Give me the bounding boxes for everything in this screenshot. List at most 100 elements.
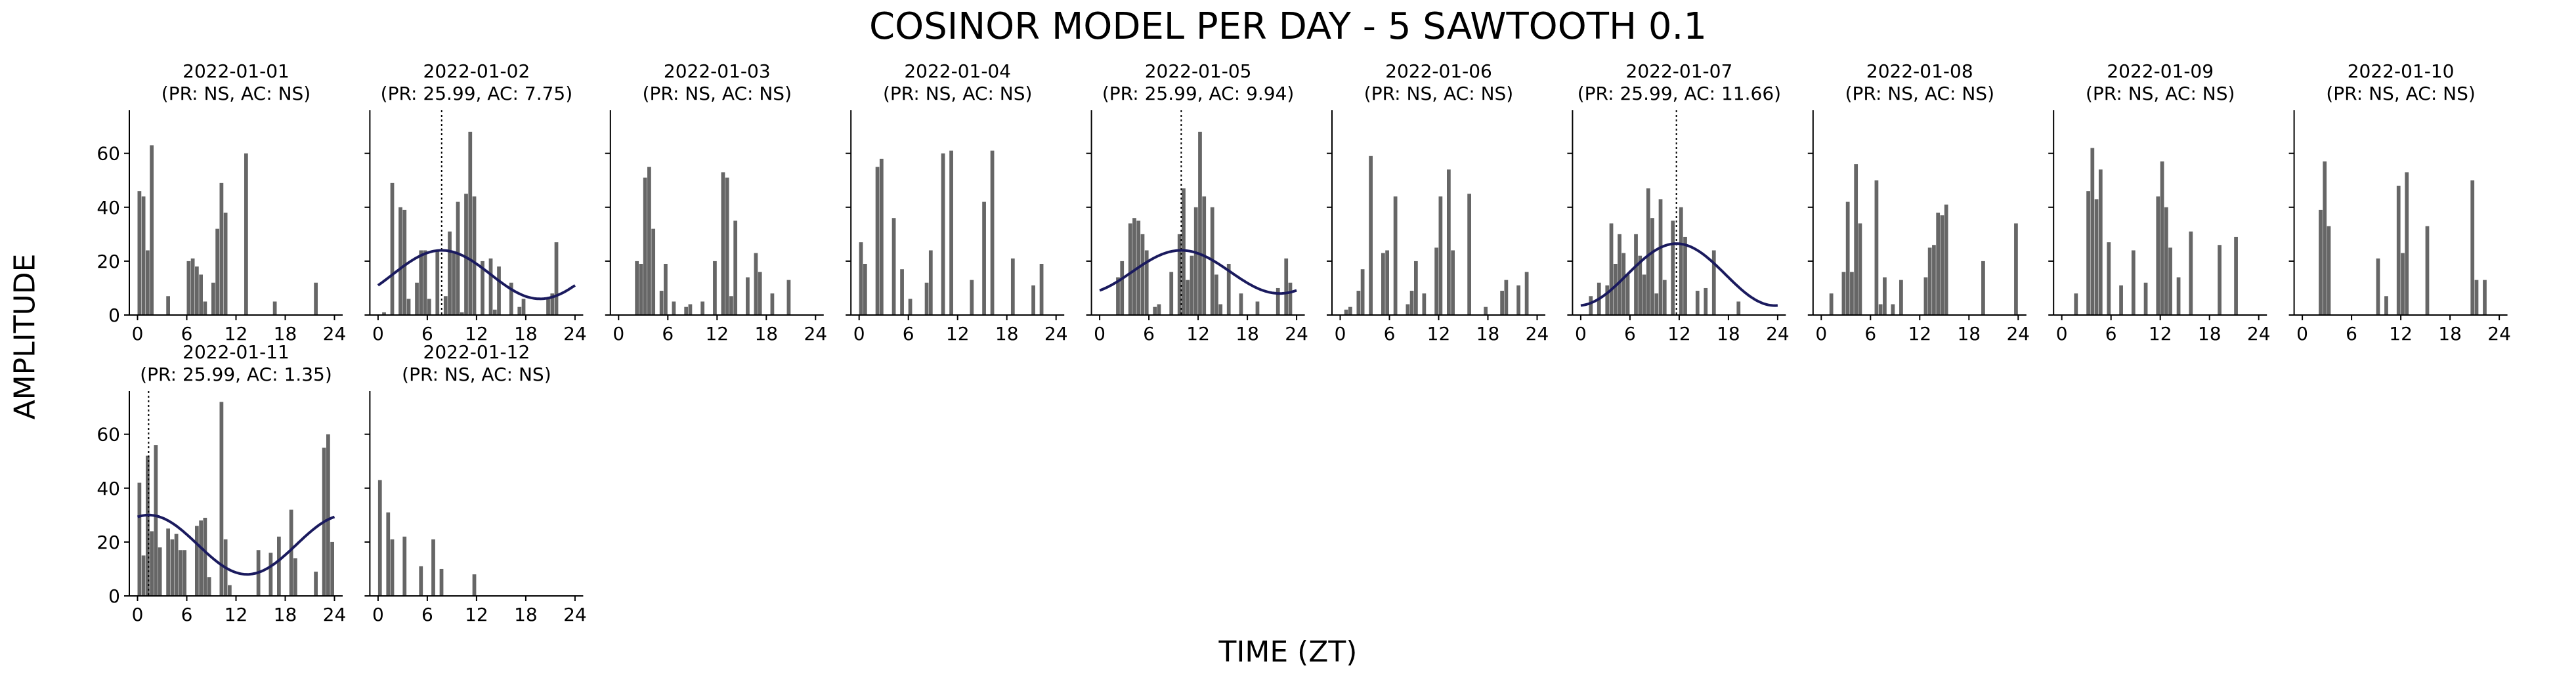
- subplot-2: 2022-01-02(PR: 25.99, AC: 7.75) 0 6 12 18 24: [364, 60, 587, 345]
- bar: [460, 312, 464, 315]
- bar: [672, 301, 676, 315]
- subplot-subtitle: (PR: NS, AC: NS): [1364, 83, 1513, 104]
- bar: [1891, 304, 1895, 315]
- subplot-title: 2022-01-10: [2348, 60, 2455, 82]
- bar: [1609, 223, 1614, 315]
- subplot-title: 2022-01-04: [904, 60, 1011, 82]
- bar: [1406, 304, 1410, 315]
- bar: [423, 250, 427, 315]
- bar: [390, 182, 395, 315]
- subplot-title: 2022-01-05: [1145, 60, 1252, 82]
- y-tick-label: 60: [97, 424, 120, 446]
- x-tick-label: 24: [1526, 323, 1549, 345]
- x-tick-label: 18: [1476, 323, 1500, 345]
- bar: [211, 282, 215, 315]
- bar: [456, 201, 460, 315]
- bar: [1434, 247, 1438, 315]
- subplot-8: 2022-01-08(PR: NS, AC: NS) 0 6 12 18 24: [1807, 60, 2030, 345]
- bar: [1858, 223, 1862, 315]
- bar: [1940, 215, 1944, 315]
- bar: [2376, 258, 2380, 315]
- bar: [1409, 291, 1414, 315]
- cosinor-fit-line: [137, 513, 335, 576]
- bar: [1140, 234, 1145, 315]
- bar: [137, 191, 142, 315]
- bar: [1153, 306, 1157, 315]
- bar: [1467, 194, 1471, 315]
- bar: [277, 536, 281, 596]
- bar: [2131, 250, 2136, 315]
- bar: [949, 150, 953, 315]
- y-tick-label: 20: [97, 532, 120, 553]
- bar: [1276, 287, 1280, 315]
- bar: [293, 558, 297, 596]
- bar: [1484, 306, 1488, 315]
- subplot-subtitle: (PR: 25.99, AC: 1.35): [140, 364, 332, 385]
- bar: [1878, 304, 1883, 315]
- bar: [721, 172, 725, 315]
- x-tick-label: 6: [421, 604, 433, 625]
- bar: [1650, 218, 1654, 315]
- bar: [1414, 261, 1418, 315]
- bar: [770, 293, 775, 315]
- bar: [1899, 280, 1903, 315]
- bar: [150, 531, 154, 596]
- subplot-3: 2022-01-03(PR: NS, AC: NS) 0 6 12 18 24: [605, 60, 827, 345]
- bar: [137, 482, 142, 596]
- x-tick-label: 24: [804, 323, 827, 345]
- bar: [431, 539, 435, 596]
- subplot-subtitle: (PR: NS, AC: NS): [2086, 83, 2235, 104]
- x-tick-label: 0: [1094, 323, 1106, 345]
- bar: [928, 250, 933, 315]
- x-tick-label: 6: [181, 604, 193, 625]
- x-tick-label: 18: [2198, 323, 2222, 345]
- figure-xlabel: TIME (ZT): [1218, 635, 1358, 669]
- bar: [472, 196, 477, 315]
- x-tick-label: 6: [662, 323, 674, 345]
- figure-title: COSINOR MODEL PER DAY - 5 SAWTOOTH 0.1: [869, 5, 1707, 48]
- x-tick-label: 12: [1427, 323, 1451, 345]
- bar: [2401, 253, 2405, 315]
- bar: [146, 250, 150, 315]
- subplot-5: 2022-01-05(PR: 25.99, AC: 9.94) 0 6 12 18 24: [1086, 60, 1308, 345]
- bar: [1829, 293, 1834, 315]
- x-tick-label: 24: [323, 323, 347, 345]
- bar: [900, 269, 904, 315]
- bar: [195, 526, 199, 596]
- bar: [509, 282, 513, 315]
- bar: [2396, 185, 2401, 315]
- bar: [2327, 226, 2331, 315]
- bar: [377, 480, 382, 596]
- bar: [146, 455, 150, 596]
- bar: [1385, 250, 1389, 315]
- bar: [713, 261, 717, 315]
- bar: [1500, 291, 1504, 315]
- x-tick-label: 0: [1335, 323, 1346, 345]
- x-tick-label: 24: [563, 604, 587, 625]
- bar: [174, 534, 179, 596]
- x-tick-label: 0: [372, 604, 384, 625]
- bar: [643, 177, 647, 315]
- bar: [203, 301, 207, 315]
- x-tick-label: 12: [1667, 323, 1691, 345]
- bar: [1850, 272, 1854, 315]
- bar: [875, 167, 880, 315]
- subplot-9: 2022-01-09(PR: NS, AC: NS) 0 6 12 18 24: [2048, 60, 2271, 345]
- bar: [2234, 236, 2238, 315]
- x-tick-label: 24: [2247, 323, 2271, 345]
- x-tick-label: 18: [514, 604, 538, 625]
- bar: [1841, 272, 1846, 315]
- bar: [1120, 261, 1125, 315]
- x-tick-label: 0: [372, 323, 384, 345]
- x-tick-label: 12: [1908, 323, 1931, 345]
- bar: [1344, 309, 1348, 315]
- bar: [1642, 274, 1646, 315]
- x-tick-label: 18: [514, 323, 538, 345]
- bar: [1874, 180, 1879, 315]
- bar: [758, 272, 762, 315]
- x-tick-label: 18: [995, 323, 1019, 345]
- bar: [1634, 234, 1638, 315]
- y-tick-label: 0: [108, 305, 120, 326]
- bar: [443, 296, 448, 315]
- subplot-title: 2022-01-09: [2107, 60, 2214, 82]
